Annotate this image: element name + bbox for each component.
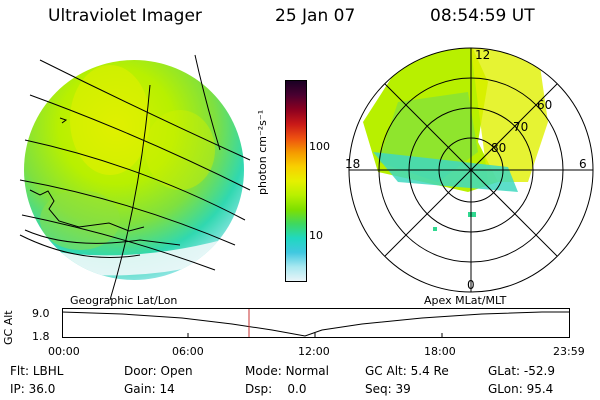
altplot-axis-label: GC Alt [2,310,15,345]
geographic-label: Geographic Lat/Lon [70,294,178,307]
mlt-label-18: 18 [345,157,360,171]
polar-emission [363,48,548,231]
status-seq: Seq: 39 [365,382,411,396]
apex-label: Apex MLat/MLT [424,294,507,307]
mlat-label-80: 80 [491,141,506,155]
polar-diagonal-2 [384,83,558,257]
header-date: 25 Jan 07 [275,6,356,26]
mlt-label-12: 12 [475,48,490,62]
time-tick-2359: 23:59 [553,345,585,358]
mlat-label-70: 70 [513,120,528,134]
coastline [19,117,181,258]
status-glon: GLon: 95.4 [488,382,554,396]
lat-lon-grid [19,54,251,300]
status-glat: GLat: -52.9 [488,364,555,378]
status-ip: IP: 36.0 [10,382,56,396]
status-mode: Mode: Normal [245,364,329,378]
altplot-y-bottom: 1.8 [32,330,50,343]
time-tick-0600: 06:00 [172,345,204,358]
instrument-title: Ultraviolet Imager [48,6,202,26]
altitude-curve [62,311,569,337]
status-dsp: Dsp: 0.0 [245,382,307,396]
emission-texture [24,65,240,276]
status-flt: Flt: LBHL [10,364,64,378]
geographic-image [19,54,251,300]
colorbar-tick-10: 10 [309,229,323,242]
mlat-label-60: 60 [537,98,552,112]
mlt-label-0: 0 [467,278,475,292]
altplot-y-top: 9.0 [32,307,50,320]
altitude-plot [62,308,570,338]
status-door: Door: Open [124,364,193,378]
status-gcalt: GC Alt: 5.4 Re [365,364,449,378]
time-tick-1800: 18:00 [424,345,456,358]
header-time: 08:54:59 UT [430,6,535,26]
mlt-label-6: 6 [579,157,587,171]
colorbar-tick-100: 100 [309,140,330,153]
time-tick-0000: 00:00 [48,345,80,358]
status-gain: Gain: 14 [124,382,175,396]
colorbar-unit-label: photon cm⁻²s⁻¹ [256,109,269,195]
polar-plot: 12 18 6 0 60 70 80 [345,47,594,293]
time-tick-1200: 12:00 [298,345,330,358]
color-scale-bar [285,80,307,282]
